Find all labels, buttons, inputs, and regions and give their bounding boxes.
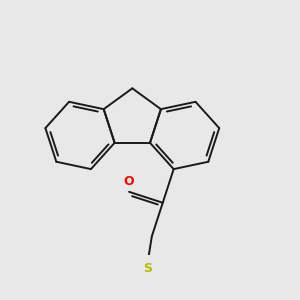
Text: S: S [143, 262, 152, 275]
Text: O: O [124, 175, 134, 188]
